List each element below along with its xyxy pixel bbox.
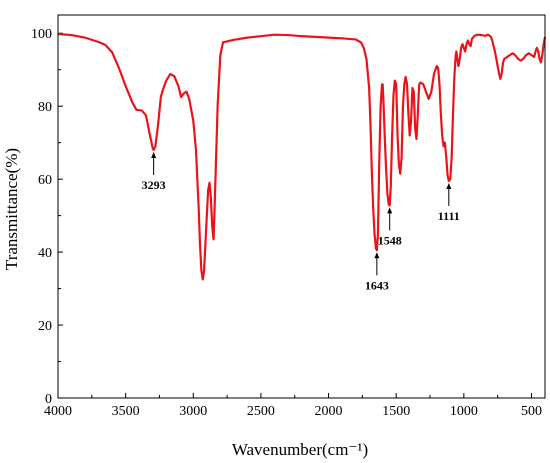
plot-frame — [57, 14, 546, 399]
x-tick-label: 1500 — [382, 404, 410, 419]
peak-arrowhead — [446, 182, 452, 189]
y-tick-label: 60 — [38, 173, 52, 188]
x-tick-label: 4000 — [44, 404, 72, 419]
annotation-layer: 3293 1643 1548 1111 — [142, 151, 460, 292]
y-axis-label: Transmittance(%) — [2, 148, 21, 270]
x-tick-label: 3000 — [179, 404, 207, 419]
y-tick-label: 40 — [38, 246, 52, 261]
x-tick-label: 1000 — [450, 404, 478, 419]
x-tick-label: 500 — [521, 404, 542, 419]
x-axis-label: Wavenumber(cm⁻¹) — [232, 440, 368, 459]
x-tick-label: 2500 — [247, 404, 275, 419]
peak-label: 1111 — [438, 209, 460, 223]
peak-label: 1643 — [365, 278, 389, 292]
y-tick-label: 0 — [45, 392, 52, 407]
y-tick-label: 100 — [31, 27, 52, 42]
peak-label: 1548 — [378, 233, 402, 247]
x-tick-label: 3500 — [112, 404, 140, 419]
series-layer — [57, 32, 547, 281]
peak-arrowhead — [387, 207, 393, 214]
y-tick-label: 20 — [38, 319, 52, 334]
peak-annotation: 1643 — [365, 252, 389, 292]
spectrum-line — [57, 32, 547, 281]
peak-annotation: 1548 — [378, 207, 402, 247]
peak-annotation: 1111 — [438, 182, 460, 223]
peak-arrowhead — [374, 252, 380, 259]
ticks-layer: 4000 3500 3000 2500 2000 1500 1000 500 0 20 40 60 80… — [31, 27, 542, 419]
x-tick-label: 2000 — [315, 404, 343, 419]
peak-label: 3293 — [142, 178, 166, 192]
peak-arrowhead — [151, 151, 157, 158]
y-tick-label: 80 — [38, 100, 52, 115]
peak-annotation: 3293 — [142, 151, 166, 192]
